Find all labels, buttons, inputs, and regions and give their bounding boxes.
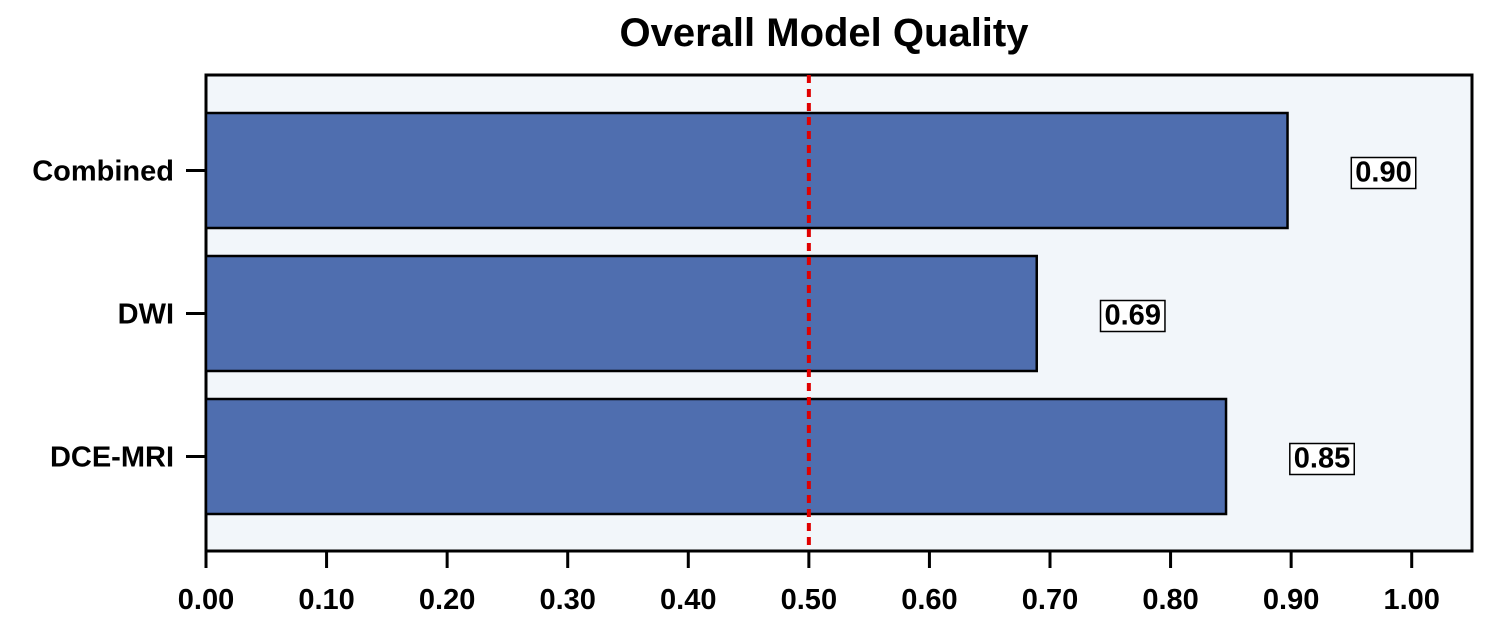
value-label-box: [1289, 442, 1356, 476]
category-label: DWI: [118, 299, 174, 331]
value-label: 0.69: [1105, 300, 1161, 332]
x-tick-label: 0.40: [660, 584, 716, 616]
x-tick-label: 1.00: [1383, 584, 1439, 616]
x-tick-label: 0.70: [1022, 584, 1078, 616]
value-label: 0.90: [1355, 157, 1411, 189]
chart-title: Overall Model Quality: [619, 11, 1029, 55]
x-tick-label: 0.50: [781, 584, 837, 616]
bar-dwi: [204, 254, 1038, 373]
bar-dce-mri: [204, 397, 1228, 516]
x-tick-label: 0.00: [178, 584, 234, 616]
x-tick-label: 0.80: [1142, 584, 1198, 616]
x-tick-label: 0.30: [539, 584, 595, 616]
x-tick-label: 0.10: [298, 584, 354, 616]
bar-combined: [204, 111, 1289, 230]
category-label: Combined: [32, 156, 174, 188]
x-tick-label: 0.60: [901, 584, 957, 616]
x-tick-label: 0.90: [1263, 584, 1319, 616]
value-label-box: [1099, 299, 1166, 333]
x-axis: 0.00 0.10 0.20 0.30 0.40 0.50 0.60 0.70 0.80 0.90…: [178, 551, 1440, 616]
value-label-box: [1350, 156, 1417, 190]
category-label: DCE-MRI: [50, 442, 174, 474]
value-label: 0.85: [1294, 443, 1350, 475]
bars: [204, 111, 1289, 516]
x-tick-label: 0.20: [419, 584, 475, 616]
value-labels: 0.90 0.69 0.85: [1099, 156, 1417, 476]
y-axis: Combined DWI DCE-MRI: [32, 156, 206, 474]
